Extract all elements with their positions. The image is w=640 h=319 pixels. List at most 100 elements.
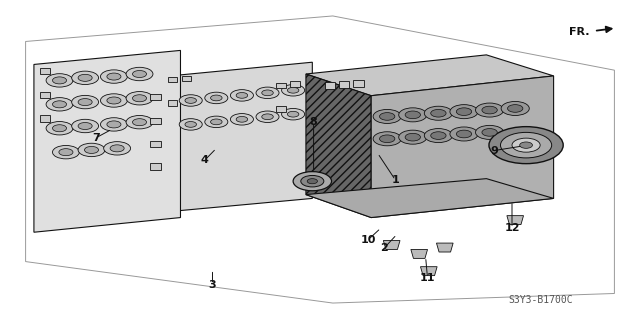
Circle shape — [107, 73, 121, 80]
Circle shape — [380, 135, 395, 143]
Circle shape — [179, 95, 202, 106]
Text: 9: 9 — [490, 145, 498, 156]
Circle shape — [405, 111, 420, 119]
Circle shape — [100, 118, 127, 131]
Bar — [276, 106, 286, 112]
Bar — [325, 82, 335, 89]
Circle shape — [373, 132, 401, 146]
Polygon shape — [163, 62, 312, 212]
Bar — [150, 118, 161, 124]
Text: FR.: FR. — [569, 27, 589, 37]
Polygon shape — [436, 243, 453, 252]
Text: 2: 2 — [380, 243, 388, 253]
Circle shape — [450, 127, 478, 141]
Text: S3Y3-B1700C: S3Y3-B1700C — [509, 295, 573, 306]
Circle shape — [78, 74, 92, 81]
Circle shape — [52, 77, 67, 84]
Circle shape — [282, 108, 305, 120]
Bar — [290, 81, 300, 87]
Bar — [40, 115, 50, 122]
Circle shape — [489, 127, 563, 164]
Circle shape — [52, 145, 79, 159]
Circle shape — [262, 90, 273, 96]
Circle shape — [373, 109, 401, 123]
Circle shape — [380, 113, 395, 120]
Circle shape — [500, 132, 552, 158]
Circle shape — [287, 111, 299, 117]
Circle shape — [205, 92, 228, 104]
Polygon shape — [34, 50, 180, 232]
Circle shape — [132, 70, 147, 78]
Circle shape — [126, 115, 153, 129]
Circle shape — [256, 87, 279, 99]
Circle shape — [107, 97, 121, 104]
Circle shape — [230, 90, 253, 101]
Polygon shape — [383, 241, 400, 249]
Circle shape — [301, 175, 324, 187]
Text: 8: 8 — [310, 117, 317, 127]
Circle shape — [72, 71, 99, 85]
Bar — [168, 77, 177, 82]
Circle shape — [456, 108, 472, 115]
Bar — [40, 92, 50, 98]
Circle shape — [84, 146, 99, 153]
Bar — [276, 83, 286, 88]
Circle shape — [512, 138, 540, 152]
Bar — [150, 94, 161, 100]
Circle shape — [236, 116, 248, 122]
Circle shape — [508, 105, 523, 112]
Circle shape — [482, 106, 497, 114]
Polygon shape — [411, 249, 428, 258]
Circle shape — [100, 94, 127, 107]
Polygon shape — [420, 267, 437, 276]
Circle shape — [107, 121, 121, 128]
Circle shape — [211, 95, 222, 101]
Circle shape — [293, 172, 332, 191]
Circle shape — [230, 114, 253, 125]
Circle shape — [100, 70, 127, 83]
Circle shape — [431, 109, 446, 117]
Bar — [182, 76, 191, 81]
Circle shape — [256, 111, 279, 122]
Circle shape — [78, 99, 92, 106]
Circle shape — [205, 116, 228, 128]
Polygon shape — [306, 55, 554, 96]
Circle shape — [476, 125, 504, 139]
Circle shape — [132, 119, 147, 126]
Circle shape — [501, 101, 529, 115]
Circle shape — [185, 98, 196, 103]
Circle shape — [399, 108, 427, 122]
Circle shape — [132, 95, 147, 102]
Circle shape — [46, 74, 73, 87]
Circle shape — [211, 119, 222, 125]
Circle shape — [424, 106, 452, 120]
Text: 4: 4 — [201, 155, 209, 165]
Circle shape — [456, 130, 472, 138]
Polygon shape — [306, 74, 371, 218]
Circle shape — [287, 87, 299, 93]
Text: 3: 3 — [209, 279, 216, 290]
Circle shape — [520, 142, 532, 148]
Bar — [353, 80, 364, 87]
Circle shape — [179, 119, 202, 130]
Circle shape — [72, 95, 99, 109]
Text: 1: 1 — [392, 175, 399, 185]
Circle shape — [262, 114, 273, 120]
Circle shape — [78, 143, 105, 157]
Circle shape — [236, 93, 248, 98]
Bar — [150, 163, 161, 170]
Bar — [168, 100, 177, 106]
Circle shape — [405, 133, 420, 141]
Circle shape — [482, 129, 497, 136]
Circle shape — [52, 101, 67, 108]
Circle shape — [78, 122, 92, 130]
Circle shape — [72, 119, 99, 133]
Text: 10: 10 — [360, 235, 376, 245]
Circle shape — [126, 67, 153, 81]
Circle shape — [104, 142, 131, 155]
Circle shape — [52, 125, 67, 132]
Circle shape — [282, 85, 305, 96]
Circle shape — [46, 98, 73, 111]
Bar — [40, 68, 50, 74]
Circle shape — [424, 129, 452, 143]
